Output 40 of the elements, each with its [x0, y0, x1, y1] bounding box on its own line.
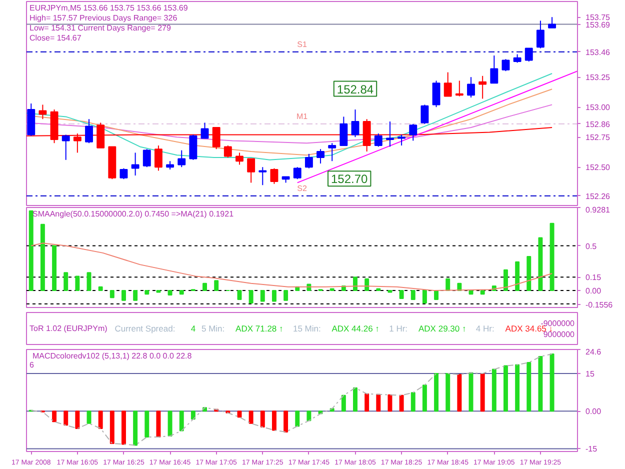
annotation: 6: [30, 360, 34, 370]
text: ADX 29.30 ↑: [418, 324, 466, 334]
y-tick-label: 0.00: [586, 407, 602, 416]
annotation: Low= 154.31 Current Days Range= 279: [30, 24, 172, 32]
text: ADX 71.28 ↑: [236, 324, 284, 334]
y-tick-label: 153.75: [586, 13, 611, 22]
y-tick-label: 0.15: [586, 273, 602, 282]
y-tick-label: 153.69: [586, 20, 611, 30]
text: Current Spread:: [114, 324, 176, 334]
y-tick-label: -15: [586, 444, 598, 454]
y-tick-label: 152.50: [586, 163, 611, 172]
y-tick-label: 153.00: [586, 103, 611, 112]
y-tick-label: 153.46: [586, 48, 611, 57]
text: ToR 1.02 (EURJPYm): [30, 324, 108, 333]
y-tick-label: 152.26: [586, 192, 611, 201]
y-tick-label: 24.6: [586, 348, 602, 356]
chart-title: MACDcoloredv102 (5,13,1) 22.8 0.0 0.0 22.8: [32, 352, 192, 360]
annotation: High= 157.57 Previous Days Range= 326: [30, 14, 178, 22]
ref-line-label: S2: [297, 184, 308, 193]
ref-line-label: S1: [297, 40, 308, 49]
y-tick-label: 152.86: [586, 120, 611, 129]
annotation: 152.70: [331, 172, 368, 186]
y-tick-label: 0.9281: [586, 206, 611, 214]
y-tick-label: 15: [586, 370, 595, 379]
text: 4: [190, 324, 196, 334]
annotation: EURJPYm,M5 153.66 153.75 153.66 153.69: [30, 4, 188, 12]
annotation: Close= 154.67: [30, 34, 82, 42]
y-tick-label: 0.5: [586, 242, 598, 251]
text: ADX 44.26 ↑: [332, 324, 380, 334]
text: 9000000: [543, 330, 576, 339]
annotation: 152.84: [336, 82, 374, 96]
text: 5 Min:: [202, 324, 225, 334]
text: 15 Min:: [292, 324, 321, 334]
ref-line-label: M1: [296, 112, 308, 121]
y-tick-label: 153.25: [586, 73, 611, 82]
y-tick-label: -0.1556: [586, 300, 614, 310]
y-tick-label: 0.00: [586, 286, 602, 296]
y-tick-label: 152.75: [586, 133, 611, 142]
text: 1 Hr:: [389, 324, 408, 334]
text: 4 Hr:: [476, 324, 494, 334]
